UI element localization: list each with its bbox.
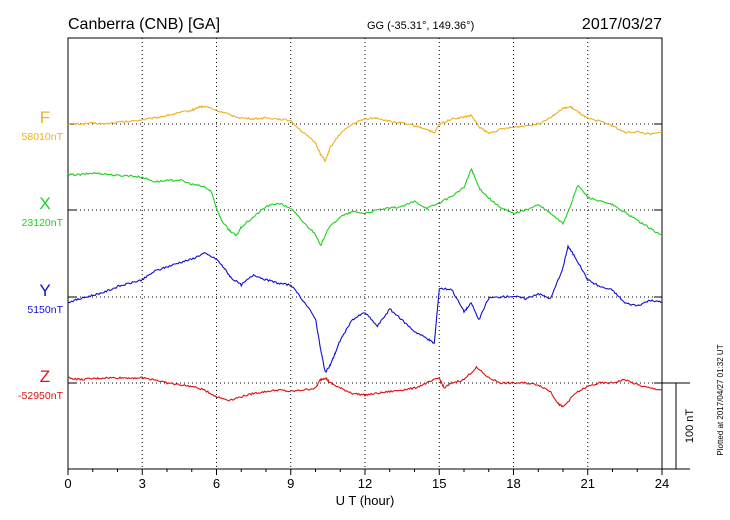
series-line-y: [67, 244, 663, 373]
series-name-x: X: [39, 194, 50, 213]
plotted-timestamp: Plotted at 2017/04/27 01:32 UT: [716, 344, 725, 455]
series-name-f: F: [40, 108, 50, 127]
x-tick-label: 15: [432, 476, 446, 491]
x-tick-label: 6: [213, 476, 220, 491]
series-line-x: [67, 167, 663, 246]
x-tick-label: 12: [358, 476, 372, 491]
x-axis-ticks: 0 3 6 9 12 15 18 21 24: [64, 469, 669, 491]
series-line-z: [67, 365, 663, 408]
x-tick-label: 0: [64, 476, 71, 491]
series-name-z: Z: [40, 367, 50, 386]
series-labels: F 58010nT X 23120nT Y 5150nT Z -52950nT: [18, 108, 64, 402]
x-tick-label: 18: [506, 476, 520, 491]
series-baseline-z: -52950nT: [18, 390, 64, 402]
x-axis-label: U T (hour): [336, 493, 395, 508]
series-baseline-x: 23120nT: [22, 217, 64, 229]
x-tick-label: 24: [655, 476, 669, 491]
series-line-f: [67, 104, 663, 162]
station-coordinates: GG (-35.31°, 149.36°): [367, 20, 474, 32]
series-baseline-y: 5150nT: [27, 304, 63, 316]
series-baseline-f: 58010nT: [22, 131, 64, 143]
x-tick-label: 9: [287, 476, 294, 491]
scale-bar: 100 nT: [662, 382, 696, 470]
series-lines: [67, 104, 663, 408]
scale-bar-label: 100 nT: [684, 409, 696, 444]
x-tick-label: 21: [581, 476, 595, 491]
station-title: Canberra (CNB) [GA]: [68, 16, 220, 33]
x-tick-label: 3: [139, 476, 146, 491]
plot-date: 2017/03/27: [582, 16, 662, 33]
series-name-y: Y: [39, 281, 50, 300]
